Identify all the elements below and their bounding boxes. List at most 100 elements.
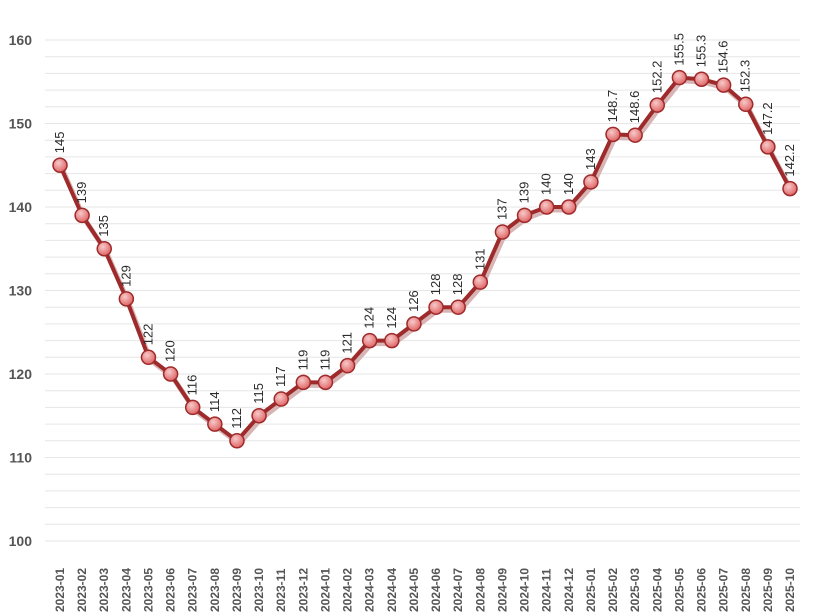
x-tick-label: 2025-10 [783, 568, 797, 612]
data-label: 152.2 [649, 61, 664, 94]
series-line-group [58, 75, 795, 447]
data-point [140, 349, 157, 366]
data-point [472, 274, 489, 290]
data-label: 139 [74, 182, 89, 204]
data-label: 129 [118, 265, 133, 287]
data-label: 142.2 [782, 144, 797, 177]
data-point [184, 399, 201, 416]
x-tick-label: 2024-09 [495, 568, 509, 612]
x-tick-label: 2023-05 [141, 568, 155, 612]
series-line-shadow [59, 78, 795, 447]
data-label: 119 [317, 350, 332, 371]
data-point [627, 127, 643, 143]
series-line [58, 75, 792, 443]
x-tick-label: 2023-09 [230, 568, 244, 612]
data-point [738, 96, 754, 113]
data-label: 115 [251, 383, 266, 404]
data-point [118, 291, 135, 307]
x-tick-label: 2024-02 [341, 568, 355, 612]
data-point [782, 180, 798, 197]
x-tick-label: 2023-02 [75, 568, 89, 612]
x-tick-label: 2023-08 [208, 568, 222, 612]
data-point [339, 357, 356, 374]
data-label: 126 [406, 290, 421, 312]
data-label: 121 [340, 332, 355, 354]
data-label: 155.3 [694, 35, 709, 68]
y-axis-ticks: 100 110 120 130 140 150 160 [9, 32, 33, 549]
data-label: 114 [207, 391, 222, 412]
data-labels: 145 139 135 129 122 120 116 114 112 115 117 119 119 1… [52, 33, 797, 429]
y-tick-label: 130 [9, 283, 33, 299]
x-tick-label: 2024-12 [562, 568, 576, 612]
x-tick-label: 2024-05 [407, 568, 421, 612]
data-point [361, 332, 378, 349]
x-axis-ticks: 2023-01 2023-02 2023-03 2023-04 2023-05 2023-… [53, 568, 797, 612]
x-tick-label: 2025-02 [606, 568, 620, 612]
x-tick-label: 2024-04 [385, 568, 399, 612]
data-point [162, 366, 179, 382]
data-label: 140 [561, 173, 576, 195]
data-point [561, 199, 577, 215]
y-tick-label: 160 [9, 32, 33, 48]
data-point [450, 299, 466, 315]
data-point [605, 126, 621, 143]
data-label: 155.5 [671, 33, 686, 66]
data-label: 152.3 [738, 60, 753, 93]
data-label: 147.2 [760, 102, 775, 135]
data-point [229, 433, 245, 449]
data-label: 128 [428, 273, 443, 295]
data-label: 148.6 [627, 91, 642, 124]
data-label: 120 [163, 340, 178, 362]
data-label: 131 [472, 248, 487, 270]
x-tick-label: 2023-04 [119, 568, 133, 612]
data-point [583, 174, 599, 190]
data-label: 137 [494, 198, 509, 220]
data-label: 124 [384, 307, 399, 329]
x-tick-label: 2025-01 [584, 568, 598, 612]
data-point [760, 139, 776, 155]
data-point [516, 207, 533, 224]
x-tick-label: 2023-11 [274, 568, 288, 612]
data-label: 143 [583, 148, 598, 170]
data-point [428, 299, 444, 315]
x-tick-label: 2023-10 [252, 568, 266, 612]
data-points [52, 69, 798, 449]
data-point [671, 69, 688, 86]
data-label: 112 [229, 408, 244, 429]
data-label: 148.7 [605, 90, 620, 123]
data-label: 135 [96, 215, 111, 237]
data-point [538, 199, 555, 215]
data-point [715, 77, 732, 93]
x-tick-label: 2024-03 [363, 568, 377, 612]
data-point [406, 316, 422, 332]
data-label: 140 [539, 173, 554, 195]
x-tick-label: 2025-06 [695, 568, 709, 612]
data-point [273, 391, 289, 407]
x-tick-label: 2024-06 [429, 568, 443, 612]
data-label: 128 [450, 273, 465, 295]
gridlines [45, 39, 800, 542]
data-point [494, 224, 511, 240]
x-tick-label: 2025-09 [761, 568, 775, 612]
x-tick-label: 2025-03 [628, 568, 642, 612]
x-tick-label: 2023-07 [186, 568, 200, 612]
x-tick-label: 2023-06 [164, 568, 178, 612]
x-tick-label: 2024-08 [473, 568, 487, 612]
data-point [74, 207, 90, 224]
x-tick-label: 2025-04 [650, 568, 664, 612]
y-tick-label: 100 [9, 533, 33, 549]
y-tick-label: 110 [9, 450, 32, 466]
x-tick-label: 2024-07 [451, 568, 465, 612]
data-point [384, 332, 400, 349]
y-tick-label: 120 [9, 366, 33, 382]
data-point [207, 416, 223, 432]
x-tick-label: 2025-05 [672, 568, 686, 612]
x-tick-label: 2024-01 [318, 568, 332, 612]
data-label: 154.6 [716, 41, 731, 74]
x-tick-label: 2023-03 [97, 568, 111, 612]
data-label: 116 [185, 375, 200, 396]
data-point [649, 97, 666, 113]
data-point [693, 71, 710, 87]
x-tick-label: 2024-11 [540, 568, 554, 612]
